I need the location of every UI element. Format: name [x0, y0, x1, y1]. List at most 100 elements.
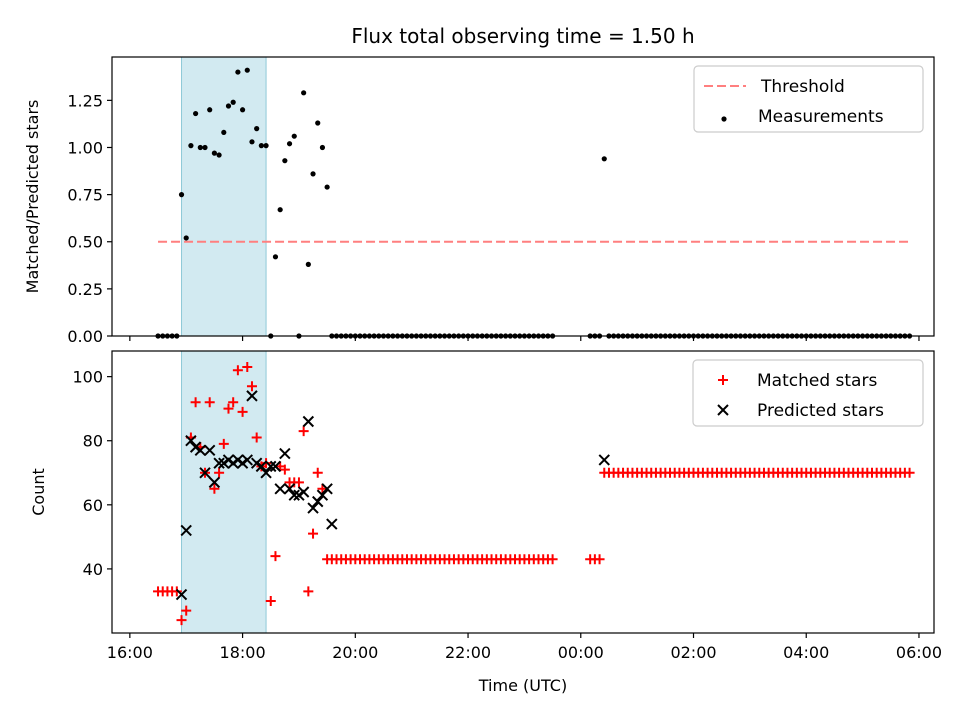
measurement-point [263, 143, 269, 149]
legend-measurement-swatch [721, 116, 727, 122]
bottom-data-marks [153, 362, 915, 626]
measurement-point [188, 143, 194, 149]
x-tick-label: 06:00 [896, 643, 942, 662]
matched-star-point [190, 397, 201, 408]
top-legend: Threshold Measurements [693, 65, 924, 133]
matched-star-point [279, 464, 290, 475]
matched-star-point [218, 438, 229, 449]
predicted-star-point [194, 444, 207, 457]
predicted-star-point [241, 454, 253, 466]
top-y-axis-label: Matched/Predicted stars [23, 100, 42, 294]
matched-star-point [547, 554, 558, 565]
measurement-point [249, 139, 255, 145]
predicted-star-point [180, 524, 192, 537]
predicted-star-point [185, 435, 197, 447]
matched-star-point [298, 426, 309, 437]
y-tick-label: 40 [83, 560, 103, 579]
y-tick-label: 1.25 [67, 91, 103, 110]
bottom-y-axis-label: Count [29, 468, 48, 516]
predicted-star-point [297, 486, 310, 498]
top-y-ticks: 0.00 0.25 0.50 0.75 1.00 1.25 [67, 91, 112, 346]
bottom-plot-frame [111, 350, 935, 634]
y-tick-label: 100 [72, 368, 103, 387]
x-tick-label: 04:00 [783, 643, 829, 662]
top-plot-frame [111, 56, 935, 337]
y-tick-label: 0.75 [67, 186, 103, 205]
measurement-point [207, 107, 213, 113]
matched-star-point [251, 432, 262, 443]
y-tick-label: 80 [83, 432, 103, 451]
measurement-point [244, 67, 250, 73]
measurement-point [291, 133, 297, 139]
predicted-star-point [213, 457, 225, 469]
measurement-point [225, 103, 232, 109]
x-tick-label: 16:00 [107, 643, 153, 662]
measurement-point [324, 184, 330, 190]
x-axis-label: Time (UTC) [478, 676, 567, 695]
predicted-star-point [246, 390, 258, 402]
top-panel: 0.00 0.25 0.50 0.75 1.00 1.25 Flux total obse… [23, 24, 935, 346]
measurement-point [315, 120, 321, 126]
matched-star-point [303, 586, 314, 597]
measurement-point [286, 141, 293, 147]
measurement-point [202, 144, 208, 151]
measurement-point [183, 235, 189, 241]
predicted-star-point [208, 476, 221, 489]
matched-star-point [171, 586, 182, 597]
matched-star-point [242, 362, 253, 373]
measurement-point [310, 171, 316, 177]
measurement-point [230, 99, 236, 105]
matched-star-point [246, 381, 257, 392]
legend-box [692, 359, 924, 427]
measurement-point [221, 129, 227, 136]
measurement-point [282, 158, 288, 164]
top-shaded-span [181, 56, 267, 337]
chart-title: Flux total observing time = 1.50 h [351, 24, 694, 48]
predicted-star-point [321, 483, 333, 495]
predicted-star-point [598, 454, 610, 466]
matched-star-point [232, 365, 243, 376]
predicted-star-point [260, 467, 272, 479]
measurement-point [193, 110, 199, 117]
measurement-point [301, 90, 307, 96]
predicted-star-point [279, 447, 291, 460]
y-tick-label: 0.00 [67, 327, 103, 346]
measurement-point [211, 150, 217, 156]
y-tick-label: 60 [83, 496, 103, 515]
top-x-ticks [129, 336, 920, 341]
matched-star-point [214, 467, 225, 478]
bottom-panel: 40 60 80 100 16:00 18:00 20:00 22:00 00:00 02:00… [29, 350, 942, 695]
bottom-y-ticks: 40 60 80 100 [72, 368, 112, 579]
measurement-point [319, 144, 326, 151]
measurement-point [235, 69, 241, 75]
predicted-star-point [307, 502, 319, 514]
matched-star-point [181, 605, 192, 616]
predicted-star-point [274, 483, 286, 495]
measurement-point [254, 126, 260, 132]
x-tick-label: 02:00 [670, 643, 716, 662]
legend-matched-swatch [718, 375, 728, 385]
y-tick-label: 0.25 [67, 280, 103, 299]
matched-star-point [228, 397, 239, 408]
predicted-star-point [255, 460, 268, 473]
matched-star-point [293, 477, 304, 488]
measurement-point [239, 107, 246, 113]
matched-star-point [904, 467, 915, 478]
matched-star-point [176, 615, 187, 626]
measurement-point [258, 143, 264, 149]
predicted-star-point [316, 489, 329, 501]
matched-star-point [223, 403, 234, 414]
x-tick-label: 22:00 [445, 643, 491, 662]
legend-label: Predicted stars [757, 401, 884, 421]
measurement-point [178, 192, 185, 198]
x-tick-label: 00:00 [558, 643, 604, 662]
legend-label: Measurements [758, 107, 884, 127]
predicted-star-point [175, 588, 188, 601]
x-tick-label: 18:00 [220, 643, 266, 662]
measurement-point [305, 261, 311, 267]
matched-star-point [270, 551, 281, 562]
predicted-star-point [283, 483, 296, 495]
y-tick-label: 1.00 [67, 138, 103, 157]
legend-predicted-swatch [717, 404, 729, 416]
